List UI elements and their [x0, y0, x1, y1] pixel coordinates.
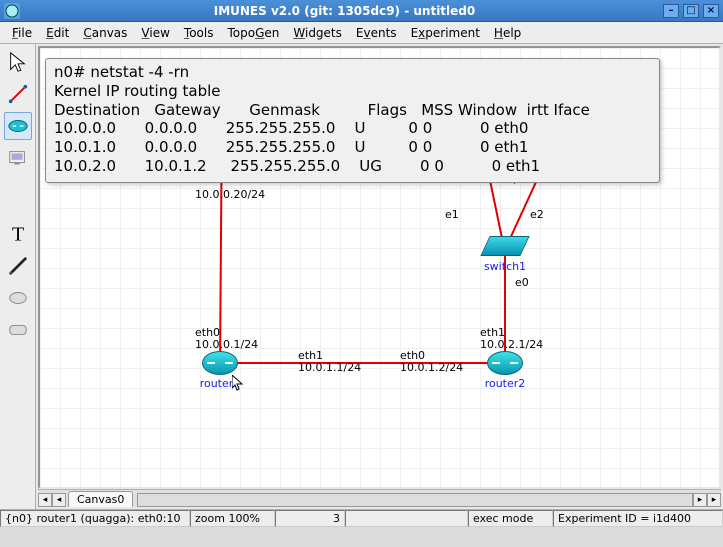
- maximize-button[interactable]: □: [683, 4, 699, 18]
- menubar: File Edit Canvas View Tools TopoGen Widg…: [0, 22, 723, 44]
- app-icon: [4, 3, 20, 19]
- tool-rect[interactable]: [4, 316, 32, 344]
- canvas-tab-0[interactable]: Canvas0: [68, 491, 133, 507]
- menu-events[interactable]: Events: [350, 24, 403, 42]
- hscroll-left-2[interactable]: ◂: [52, 493, 66, 507]
- status-cpu: 3: [275, 510, 345, 527]
- status-blank: [345, 510, 468, 527]
- tooltip-row-0: 10.0.0.0 0.0.0.0 255.255.255.0 U 0 0 0 e…: [54, 119, 528, 137]
- menu-file[interactable]: File: [6, 24, 38, 42]
- tooltip-row-1: 10.0.1.0 0.0.0.0 255.255.255.0 U 0 0 0 e…: [54, 138, 528, 156]
- tool-freeform[interactable]: [4, 252, 32, 280]
- status-exec: exec mode: [468, 510, 553, 527]
- tool-spacer: [4, 176, 32, 216]
- router-node-router1[interactable]: [202, 351, 238, 375]
- menu-view[interactable]: View: [135, 24, 175, 42]
- status-node: {n0} router1 (quagga): eth0:10: [0, 510, 190, 527]
- svg-text:T: T: [11, 223, 23, 245]
- workspace: T switch1router1router2 10.0.0.20/2421/2…: [0, 44, 723, 509]
- tooltip-header: Kernel IP routing table: [54, 82, 221, 100]
- titlebar: IMUNES v2.0 (git: 1305dc9) - untitled0 –…: [0, 0, 723, 22]
- hscroll-track[interactable]: [137, 493, 693, 507]
- menu-topogen[interactable]: TopoGen: [221, 24, 285, 42]
- tool-text[interactable]: T: [4, 220, 32, 248]
- toolbox: T: [0, 44, 36, 509]
- menu-canvas[interactable]: Canvas: [77, 24, 133, 42]
- tooltip-row-2: 10.0.2.0 10.0.1.2 255.255.255.0 UG 0 0 0…: [54, 157, 540, 175]
- tool-oval[interactable]: [4, 284, 32, 312]
- window-title: IMUNES v2.0 (git: 1305dc9) - untitled0: [26, 4, 663, 18]
- tool-router[interactable]: [4, 112, 32, 140]
- status-expid: Experiment ID = i1d400: [553, 510, 723, 527]
- menu-edit[interactable]: Edit: [40, 24, 75, 42]
- statusbar: {n0} router1 (quagga): eth0:10 zoom 100%…: [0, 509, 723, 527]
- router-node-router2[interactable]: [487, 351, 523, 375]
- menu-widgets[interactable]: Widgets: [287, 24, 348, 42]
- menu-experiment[interactable]: Experiment: [405, 24, 486, 42]
- tool-host[interactable]: [4, 144, 32, 172]
- menu-help[interactable]: Help: [488, 24, 527, 42]
- canvas-wrap: switch1router1router2 10.0.0.20/2421/24e…: [36, 44, 723, 509]
- hscroll-right-2[interactable]: ▸: [707, 493, 721, 507]
- hscroll-right[interactable]: ▸: [693, 493, 707, 507]
- minimize-button[interactable]: –: [663, 4, 679, 18]
- routing-table-tooltip: n0# netstat -4 -rn Kernel IP routing tab…: [45, 58, 660, 183]
- topology-canvas[interactable]: switch1router1router2 10.0.0.20/2421/24e…: [38, 46, 721, 489]
- menu-tools[interactable]: Tools: [178, 24, 220, 42]
- tool-select[interactable]: [4, 48, 32, 76]
- status-zoom: zoom 100%: [190, 510, 275, 527]
- canvas-tabbar: ◂ ◂ Canvas0 ▸ ▸: [38, 489, 721, 507]
- tool-link[interactable]: [4, 80, 32, 108]
- hscroll-left[interactable]: ◂: [38, 493, 52, 507]
- tooltip-cmd: n0# netstat -4 -rn: [54, 63, 189, 81]
- tooltip-cols: Destination Gateway Genmask Flags MSS Wi…: [54, 101, 590, 119]
- close-button[interactable]: ×: [703, 4, 719, 18]
